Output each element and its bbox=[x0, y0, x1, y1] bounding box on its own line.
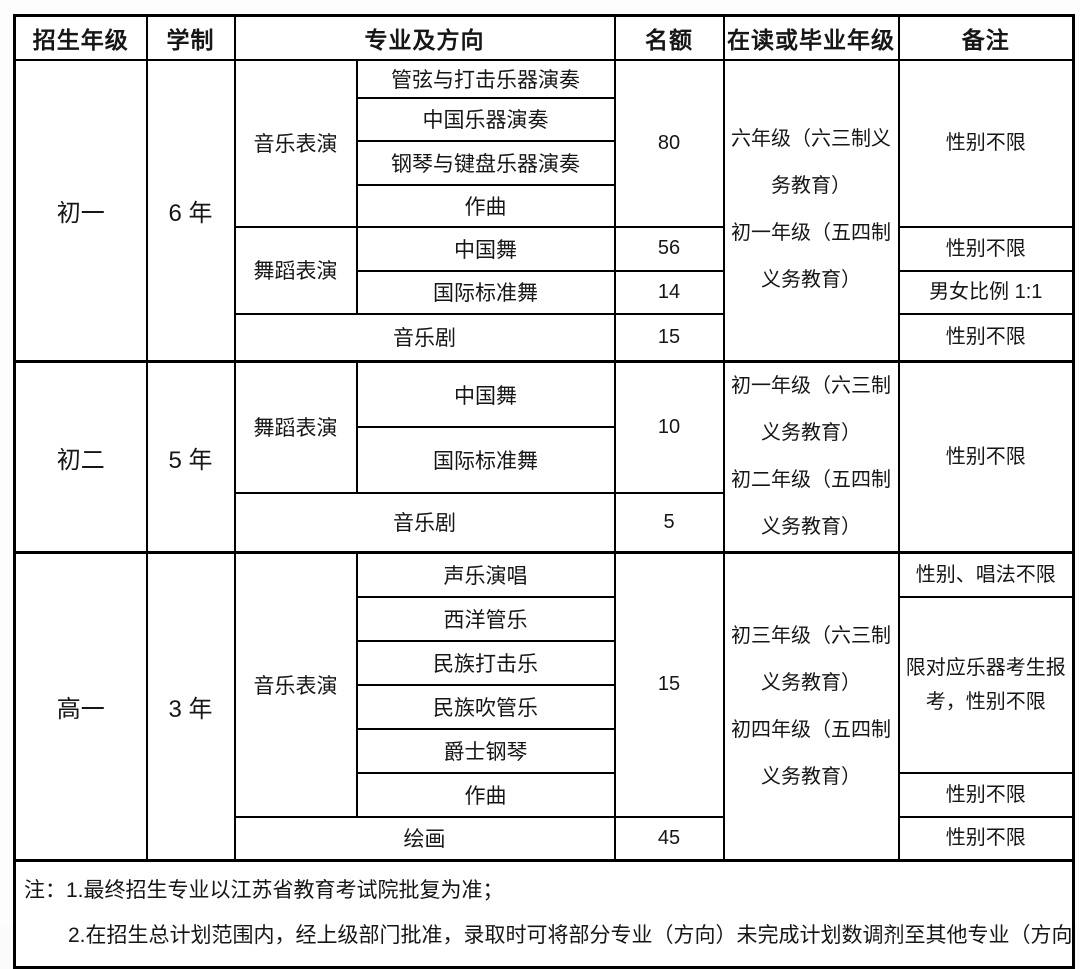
cell-category-dance: 舞蹈表演 bbox=[233, 359, 358, 494]
table-row: 初二 5 年 舞蹈表演 中国舞 10 初一年级（六三制义务教育） 初二年级（五四… bbox=[13, 359, 1075, 554]
header-cell-duration: 学制 bbox=[145, 14, 236, 61]
cell-quota: 56 bbox=[613, 225, 725, 272]
grade-note-line: 初一年级（五四制义务教育） bbox=[731, 222, 891, 292]
cell-grade-note: 初一年级（六三制义务教育） 初二年级（五四制义务教育） bbox=[722, 360, 900, 554]
cell-grade-note: 六年级（六三制义务教育） 初一年级（五四制义务教育） bbox=[722, 58, 900, 363]
admissions-table: 招生年级 学制 专业及方向 名额 在读或毕业年级 备注 初一 6 年 音乐表演 … bbox=[13, 14, 1075, 969]
cell-remark: 性别不限 bbox=[897, 815, 1075, 862]
cell-major: 作曲 bbox=[355, 771, 616, 818]
cell-major: 钢琴与键盘乐器演奏 bbox=[355, 139, 616, 186]
cell-major: 中国舞 bbox=[355, 225, 616, 272]
cell-category-dance: 舞蹈表演 bbox=[233, 225, 358, 315]
note-line-2: 2.在招生总计划范围内，经上级部门批准，录取时可将部分专业（方向）未完成计划数调… bbox=[68, 924, 1074, 948]
table-row: 民族吹管乐 bbox=[15, 683, 1074, 730]
cell-years-5: 5 年 bbox=[145, 360, 236, 554]
grade-note-line: 初三年级（六三制义务教育） bbox=[731, 624, 891, 694]
cell-major-musical: 音乐剧 bbox=[233, 312, 616, 363]
header-cell-major: 专业及方向 bbox=[233, 14, 616, 61]
header-cell-quota: 名额 bbox=[613, 14, 725, 61]
cell-category-music: 音乐表演 bbox=[233, 551, 358, 818]
header-cell-grade: 招生年级 bbox=[13, 14, 148, 61]
cell-quota: 5 bbox=[613, 491, 725, 554]
header-cell-remarks: 备注 bbox=[897, 14, 1075, 61]
cell-years-6: 6 年 bbox=[145, 58, 236, 363]
table-row: 高一 3 年 音乐表演 声乐演唱 15 初三年级（六三制义务教育） 初四年级（五… bbox=[13, 551, 1075, 862]
table-row: 初一 6 年 音乐表演 管弦与打击乐器演奏 80 六年级（六三制义务教育） 初一… bbox=[13, 58, 1075, 363]
table-row: 民族打击乐 bbox=[15, 639, 1074, 686]
cell-remark: 性别不限 bbox=[897, 771, 1075, 818]
cell-major: 作曲 bbox=[355, 183, 616, 228]
cell-quota: 15 bbox=[613, 551, 725, 818]
cell-remark: 性别不限 bbox=[897, 360, 1075, 554]
cell-remark: 限对应乐器考生报考，性别不限 bbox=[897, 595, 1075, 774]
table-row: 爵士钢琴 bbox=[15, 727, 1074, 774]
cell-major-musical: 音乐剧 bbox=[233, 491, 616, 554]
cell-remark: 性别、唱法不限 bbox=[897, 551, 1075, 598]
cell-remark: 男女比例 1:1 bbox=[897, 269, 1075, 315]
cell-years-3: 3 年 bbox=[145, 551, 236, 862]
cell-remark: 性别不限 bbox=[897, 312, 1075, 363]
grade-note-line: 初四年级（五四制义务教育） bbox=[731, 718, 891, 788]
note-line-1: 注：1.最终招生专业以江苏省教育考试院批复为准； bbox=[24, 879, 504, 902]
grade-note-line: 六年级（六三制义务教育） bbox=[731, 128, 891, 198]
cell-quota: 45 bbox=[613, 815, 725, 862]
table-row: 音乐剧 5 bbox=[15, 491, 1074, 554]
table-row: 音乐剧 15 性别不限 bbox=[15, 312, 1075, 363]
table-row: 西洋管乐 限对应乐器考生报考，性别不限 bbox=[15, 595, 1075, 774]
table-row: 钢琴与键盘乐器演奏 bbox=[15, 139, 1074, 186]
table-row: 作曲 性别不限 bbox=[15, 771, 1075, 818]
cell-major: 国际标准舞 bbox=[355, 269, 616, 315]
cell-major: 国际标准舞 bbox=[355, 426, 616, 494]
table-row: 中国乐器演奏 bbox=[15, 96, 1074, 142]
grade-note-line: 初一年级（六三制义务教育） bbox=[731, 375, 891, 444]
table-row: 绘画 45 性别不限 bbox=[15, 815, 1075, 862]
cell-major: 民族打击乐 bbox=[355, 639, 616, 686]
table-row: 国际标准舞 14 男女比例 1:1 bbox=[15, 269, 1075, 315]
notes-cell: 注：1.最终招生专业以江苏省教育考试院批复为准； 2.在招生总计划范围内，经上级… bbox=[13, 858, 1075, 969]
cell-category-music: 音乐表演 bbox=[233, 58, 358, 228]
cell-grade-chuer: 初二 bbox=[13, 360, 148, 554]
cell-major: 声乐演唱 bbox=[355, 551, 616, 598]
remark-text: 限对应乐器考生报考，性别不限 bbox=[905, 656, 1066, 713]
cell-grade-gaoyi: 高一 bbox=[13, 551, 148, 862]
cell-major: 爵士钢琴 bbox=[355, 727, 616, 774]
document-page: 招生年级 学制 专业及方向 名额 在读或毕业年级 备注 初一 6 年 音乐表演 … bbox=[13, 14, 1075, 969]
header-row: 招生年级 学制 专业及方向 名额 在读或毕业年级 备注 bbox=[13, 14, 1075, 61]
cell-remark: 性别不限 bbox=[897, 58, 1075, 228]
cell-quota: 14 bbox=[613, 269, 725, 315]
cell-grade-note: 初三年级（六三制义务教育） 初四年级（五四制义务教育） bbox=[722, 551, 900, 862]
cell-major: 民族吹管乐 bbox=[355, 683, 616, 730]
cell-quota: 15 bbox=[613, 312, 725, 363]
cell-major: 管弦与打击乐器演奏 bbox=[355, 58, 616, 99]
cell-grade-chuyi: 初一 bbox=[13, 58, 148, 363]
table-row: 作曲 bbox=[15, 183, 1074, 228]
table-row: 舞蹈表演 中国舞 56 性别不限 bbox=[15, 225, 1075, 315]
cell-major: 西洋管乐 bbox=[355, 595, 616, 642]
cell-major: 中国乐器演奏 bbox=[355, 96, 616, 142]
grade-note-line: 初二年级（五四制义务教育） bbox=[731, 469, 891, 538]
header-cell-current-grade: 在读或毕业年级 bbox=[722, 14, 900, 61]
cell-remark: 性别不限 bbox=[897, 225, 1075, 272]
table-row: 国际标准舞 bbox=[15, 426, 1074, 494]
notes-row: 注：1.最终招生专业以江苏省教育考试院批复为准； 2.在招生总计划范围内，经上级… bbox=[13, 858, 1075, 969]
cell-quota: 80 bbox=[613, 58, 725, 228]
cell-quota: 10 bbox=[613, 359, 725, 494]
cell-major-painting: 绘画 bbox=[233, 815, 616, 862]
cell-major: 中国舞 bbox=[355, 360, 616, 429]
